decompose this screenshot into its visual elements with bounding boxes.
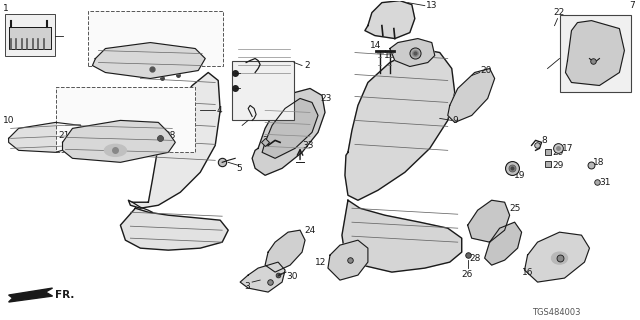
Text: 17: 17 (561, 144, 573, 153)
Bar (559, 15, 632, 92)
Polygon shape (328, 240, 368, 280)
Bar (56, 87, 195, 152)
Text: 4: 4 (216, 106, 222, 115)
Text: 16: 16 (522, 268, 533, 276)
Text: 18: 18 (593, 158, 605, 167)
Polygon shape (390, 39, 435, 67)
Text: 10: 10 (3, 116, 14, 125)
Text: 23: 23 (320, 94, 332, 103)
Text: 30: 30 (286, 272, 298, 281)
Text: 3: 3 (244, 282, 250, 291)
Text: 11: 11 (92, 58, 104, 67)
Text: 24: 24 (304, 226, 316, 235)
Polygon shape (345, 49, 455, 200)
Polygon shape (448, 68, 495, 123)
Ellipse shape (552, 252, 568, 264)
Polygon shape (342, 200, 461, 272)
Text: 8: 8 (541, 136, 547, 145)
Text: 14: 14 (370, 41, 381, 50)
Bar (8, 27, 51, 49)
Text: 13: 13 (426, 1, 437, 10)
Polygon shape (265, 230, 305, 272)
Polygon shape (8, 288, 52, 302)
Polygon shape (240, 262, 285, 292)
Text: 29: 29 (552, 161, 564, 170)
Text: 28: 28 (164, 131, 176, 140)
Text: 27: 27 (262, 136, 273, 145)
Text: TGS484003: TGS484003 (532, 308, 580, 316)
Bar (88, 11, 223, 66)
Text: 20: 20 (481, 66, 492, 75)
Text: 29: 29 (552, 148, 564, 157)
Text: 19: 19 (514, 171, 525, 180)
Text: 28: 28 (470, 254, 481, 263)
Text: 33: 33 (302, 141, 314, 150)
Polygon shape (525, 232, 589, 282)
Text: 6: 6 (240, 84, 246, 93)
Text: 32: 32 (248, 82, 260, 91)
Polygon shape (63, 120, 175, 162)
Text: 31: 31 (600, 178, 611, 187)
Text: 21: 21 (58, 131, 70, 140)
Text: 9: 9 (452, 116, 458, 125)
Polygon shape (120, 208, 228, 250)
Polygon shape (252, 88, 325, 175)
Polygon shape (8, 123, 86, 152)
Polygon shape (365, 1, 415, 39)
Text: 32: 32 (248, 66, 260, 75)
Text: 15: 15 (384, 51, 396, 60)
Text: 22: 22 (554, 8, 564, 17)
Polygon shape (262, 99, 318, 158)
Polygon shape (92, 43, 205, 78)
Bar (4, 14, 54, 56)
Text: 2: 2 (304, 61, 310, 70)
Text: 5: 5 (236, 164, 242, 173)
Polygon shape (468, 200, 509, 242)
Text: 26: 26 (461, 269, 473, 279)
Polygon shape (566, 20, 625, 85)
Text: 25: 25 (509, 204, 521, 213)
Text: FR.: FR. (54, 290, 74, 300)
Text: 12: 12 (315, 258, 326, 267)
Polygon shape (484, 222, 522, 265)
Bar (232, 60, 294, 120)
Text: 1: 1 (3, 4, 8, 13)
Polygon shape (129, 73, 220, 208)
Ellipse shape (104, 144, 126, 156)
Text: 7: 7 (629, 1, 635, 10)
Text: 6: 6 (240, 68, 246, 77)
